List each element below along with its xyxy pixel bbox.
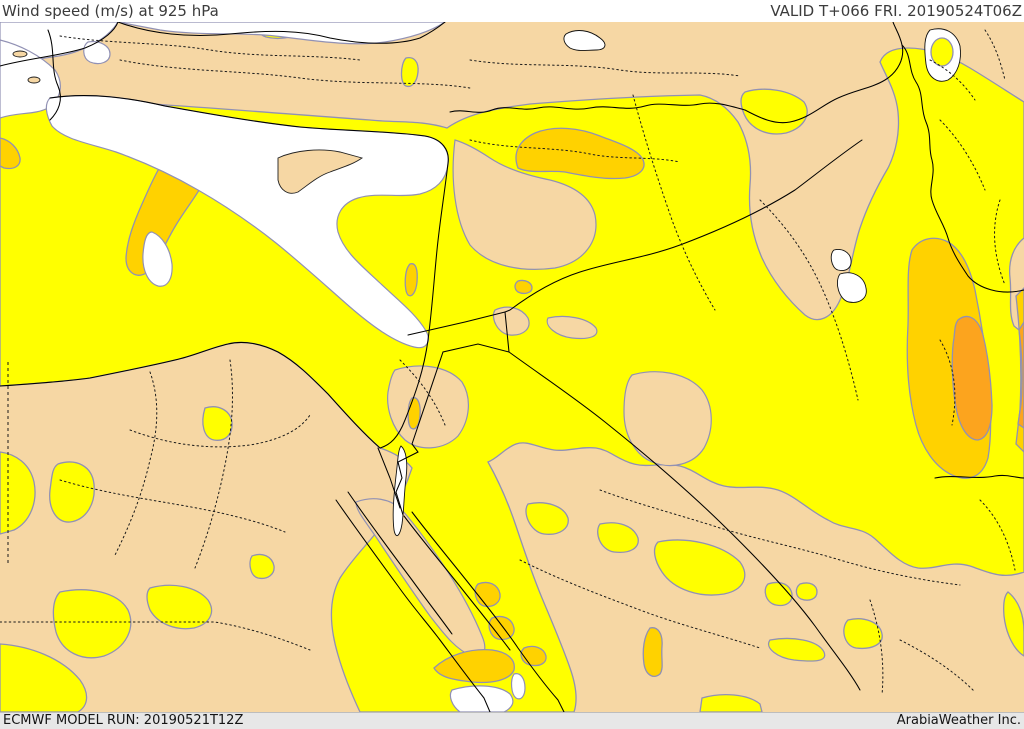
map-title: Wind speed (m/s) at 925 hPa (2, 2, 219, 20)
model-run-label: ECMWF MODEL RUN: 20190521T12Z (3, 713, 244, 728)
wind-band-orange-layer (951, 315, 1024, 441)
borders-layer (0, 22, 1024, 712)
footer-bar: ECMWF MODEL RUN: 20190521T12Z ArabiaWeat… (0, 712, 1024, 729)
lakes-layer (392, 28, 961, 537)
header-bar: Wind speed (m/s) at 925 hPa VALID T+066 … (0, 0, 1024, 22)
admin-dotted-layer (0, 29, 1016, 696)
credit-label: ArabiaWeather Inc. (896, 713, 1021, 728)
wind-speed-map (0, 22, 1024, 712)
land-holes-layer (355, 139, 712, 658)
valid-time-label: VALID T+066 FRI. 20190524T06Z (770, 2, 1022, 20)
islands-layer (12, 50, 364, 194)
